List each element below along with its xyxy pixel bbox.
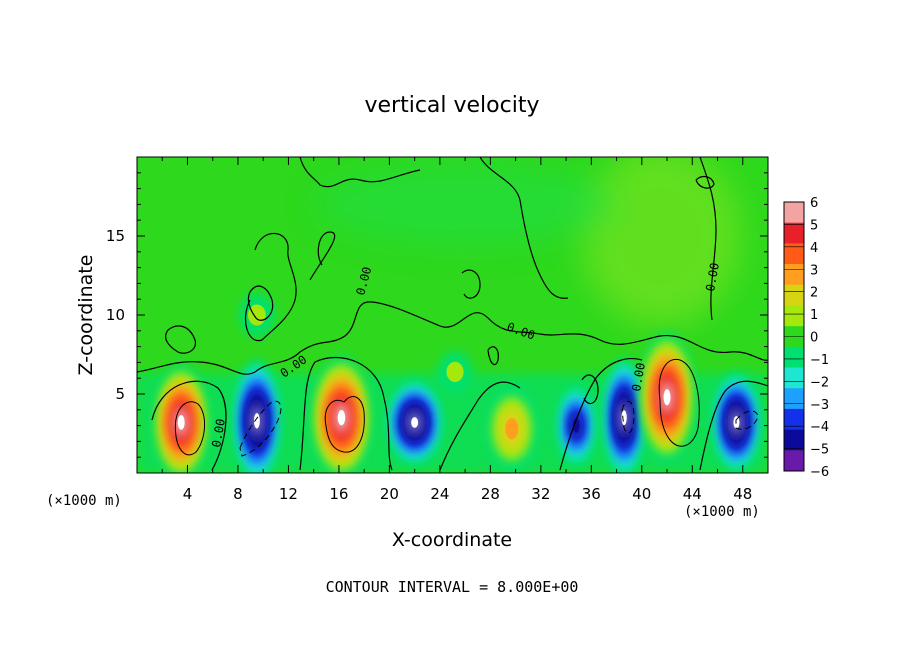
field-shading	[580, 157, 741, 326]
downdraft-cell	[386, 380, 443, 465]
zero-contour	[559, 357, 643, 471]
colorbar-label: −6	[810, 465, 829, 480]
zero-contours	[137, 157, 768, 471]
x-tick-label: 24	[430, 485, 449, 503]
x-tick-label: 48	[733, 485, 752, 503]
x-tick-label: 16	[329, 485, 348, 503]
colorbar-swatch	[784, 202, 804, 223]
positive-contour	[174, 401, 205, 456]
colorbar-swatch	[784, 367, 804, 389]
zero-contour	[699, 157, 717, 321]
cell-band	[247, 304, 266, 326]
zero-contour	[581, 374, 599, 405]
updraft-cell	[485, 386, 538, 472]
y-tick-label: 5	[115, 385, 125, 403]
field-shading	[315, 164, 616, 245]
colorbar-label: −5	[810, 443, 829, 458]
zero-contour	[299, 157, 421, 188]
y-axis-label: Z-coordinate	[75, 255, 97, 376]
z-unit-label: (×1000 m)	[46, 493, 122, 509]
cell-band	[572, 418, 580, 433]
zero-contour	[309, 231, 336, 281]
x-tick-label: 32	[531, 485, 550, 503]
y-axis: 5 10 15	[106, 172, 768, 458]
negative-contour	[735, 410, 759, 430]
zero-contour	[247, 285, 274, 321]
zero-contour	[299, 356, 393, 471]
chart-title: vertical velocity	[364, 93, 539, 118]
colorbar-swatch	[784, 305, 804, 327]
zero-contour	[151, 380, 227, 471]
colorbar-swatch	[784, 408, 804, 430]
colorbar-label: 4	[810, 241, 818, 256]
colorbar-swatch	[784, 388, 804, 410]
x-tick-label: 12	[279, 485, 298, 503]
x-tick-label: 28	[481, 485, 500, 503]
colorbar-swatch	[784, 346, 804, 368]
colorbar-label: −4	[810, 420, 829, 435]
x-tick-label: 36	[582, 485, 601, 503]
updraft-cell	[639, 332, 695, 462]
x-axis-label: X-coordinate	[392, 529, 512, 551]
colorbar-label: 1	[810, 308, 818, 323]
plot-area: 0.00 0.00 0.00 0.00 0.00 0.00	[137, 157, 768, 473]
colorbar-swatch	[784, 264, 804, 286]
colorbar-label: 6	[810, 196, 818, 211]
x-tick-label: 40	[632, 485, 651, 503]
y-tick-label: 15	[106, 227, 125, 245]
x-tick-label: 20	[380, 485, 399, 503]
cell-band	[446, 361, 464, 383]
downdraft-cell	[233, 359, 281, 473]
x-unit-label: (×1000 m)	[684, 504, 760, 520]
zero-contour	[695, 175, 715, 189]
cell-band	[621, 410, 627, 426]
cell-band	[505, 418, 519, 440]
cell-band	[411, 417, 419, 428]
cell-band	[663, 389, 671, 406]
zero-contour	[461, 269, 481, 299]
cell-band	[337, 410, 346, 426]
zero-contour	[165, 325, 197, 354]
x-tick-label: 4	[183, 485, 193, 503]
zero-contour	[439, 381, 521, 471]
contour-interval: CONTOUR INTERVAL = 8.000E+00	[326, 578, 579, 596]
zero-contour	[487, 346, 499, 366]
colorbar-swatch	[784, 429, 804, 451]
colorbar-swatch	[784, 450, 804, 472]
zero-contour	[137, 301, 768, 375]
x-tick-label: 8	[233, 485, 243, 503]
updraft-cell	[153, 364, 210, 473]
colorbar-label: 3	[810, 263, 818, 278]
zero-contour	[245, 232, 297, 342]
updraft-cell	[311, 356, 372, 473]
colorbar-label: 0	[810, 331, 818, 346]
zero-contour	[479, 157, 569, 299]
downdraft-cell	[556, 384, 596, 467]
cell-band	[177, 415, 185, 430]
colorbar-label: −2	[810, 375, 829, 390]
colorbar-label: 5	[810, 218, 818, 233]
colorbar-label: −1	[810, 353, 829, 368]
positive-contour	[324, 396, 365, 453]
contour-label: 0.00	[703, 262, 722, 293]
inner-contours	[174, 358, 759, 457]
colorbar-swatch	[784, 222, 804, 244]
x-axis: 4 8 12 16 20 24 28 32 36 40 44 48	[161, 157, 752, 503]
colorbar: 6 5 4 3 2 1 0 −1 −2 −3 −4 −5 −6	[783, 196, 829, 480]
negative-contour	[239, 400, 282, 457]
contour-label: 0.00	[209, 418, 228, 449]
contour-label: 0.00	[629, 362, 648, 393]
positive-contour	[658, 358, 700, 447]
colorbar-label: −3	[810, 398, 829, 413]
x-tick-label: 44	[683, 485, 702, 503]
colorbar-label: 2	[810, 286, 818, 301]
zero-contour	[699, 380, 768, 471]
colorbar-swatch	[784, 284, 804, 306]
updraft-cell	[437, 351, 473, 393]
colorbar-swatch	[784, 243, 804, 265]
y-tick-label: 10	[106, 306, 125, 324]
